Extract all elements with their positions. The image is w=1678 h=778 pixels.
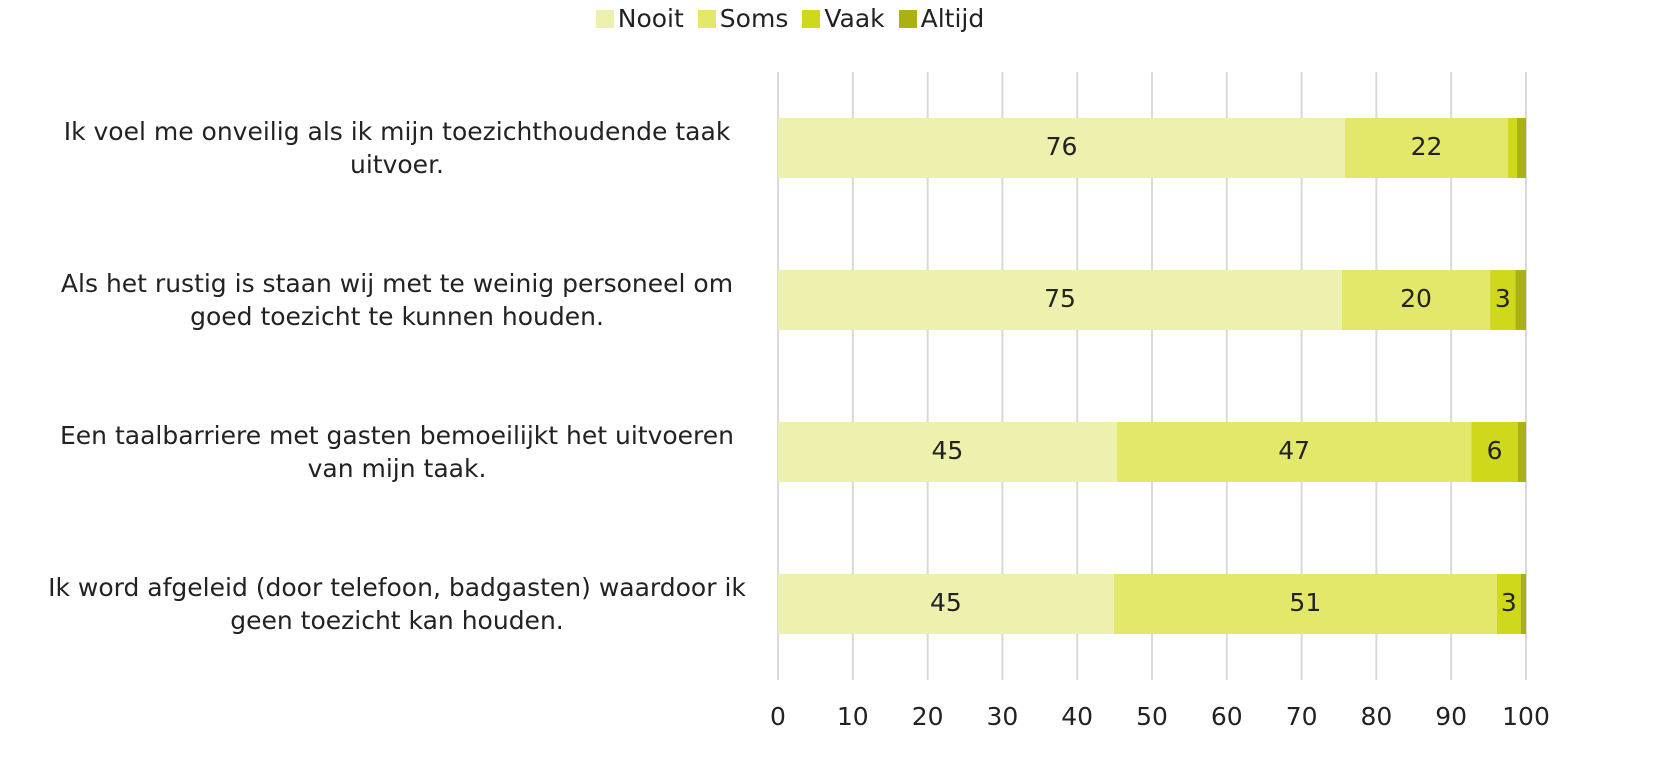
- bar-segment: [1490, 270, 1516, 330]
- data-label: 51: [1289, 588, 1321, 617]
- bar-segment: [778, 422, 1117, 482]
- category-label: Een taalbarriere met gasten bemoeilijkt …: [60, 421, 734, 483]
- bar-segment: [1508, 118, 1518, 178]
- bar-segment: [1520, 574, 1526, 634]
- x-tick-label: 80: [1360, 702, 1392, 731]
- data-label: 6: [1487, 436, 1503, 465]
- x-tick-label: 0: [770, 702, 786, 731]
- x-tick-label: 30: [986, 702, 1018, 731]
- bar-segment: [1344, 118, 1509, 178]
- data-label: 47: [1278, 436, 1310, 465]
- legend-item: Vaak: [802, 4, 885, 33]
- bar-segment: [1341, 270, 1491, 330]
- x-tick-label: 50: [1136, 702, 1168, 731]
- x-tick-label: 70: [1286, 702, 1318, 731]
- legend-label: Altijd: [920, 4, 985, 33]
- legend-label: Vaak: [824, 4, 885, 33]
- bar-segment: [1496, 574, 1521, 634]
- category-label: Ik voel me onveilig als ik mijn toezicht…: [63, 117, 731, 179]
- bar-segment: [1116, 422, 1472, 482]
- data-label: 45: [930, 588, 962, 617]
- legend-item: Soms: [697, 4, 789, 33]
- x-tick-label: 10: [837, 702, 869, 731]
- data-label: 45: [932, 436, 964, 465]
- data-label: 20: [1400, 284, 1432, 313]
- x-tick-label: 20: [912, 702, 944, 731]
- category-label: Als het rustig is staan wij met te weini…: [60, 269, 734, 331]
- bar-segment: [778, 118, 1345, 178]
- x-tick-label: 100: [1502, 702, 1550, 731]
- category-label: Ik word afgeleid (door telefoon, badgast…: [48, 573, 746, 635]
- legend-item: Nooit: [595, 4, 684, 33]
- x-tick-label: 60: [1211, 702, 1243, 731]
- x-tick-label: 90: [1435, 702, 1467, 731]
- legend-swatch: [802, 9, 821, 28]
- data-label: 75: [1044, 284, 1076, 313]
- bar-segment: [778, 574, 1114, 634]
- legend-item: Altijd: [898, 4, 985, 33]
- legend-label: Soms: [719, 4, 789, 33]
- data-label: 3: [1495, 284, 1511, 313]
- bar-segment: [1113, 574, 1497, 634]
- bar-segment: [1517, 422, 1526, 482]
- data-label: 76: [1046, 132, 1078, 161]
- x-tick-label: 40: [1061, 702, 1093, 731]
- bar-segment: [778, 270, 1342, 330]
- bar-segment: [1517, 118, 1526, 178]
- data-label: 3: [1501, 588, 1517, 617]
- legend: Nooit Soms Vaak Altijd: [0, 4, 1580, 33]
- legend-swatch: [697, 9, 716, 28]
- bar-segment: [1515, 270, 1526, 330]
- data-label: 22: [1411, 132, 1443, 161]
- legend-swatch: [898, 9, 917, 28]
- bar-segment: [1471, 422, 1518, 482]
- legend-swatch: [595, 9, 614, 28]
- legend-label: Nooit: [617, 4, 684, 33]
